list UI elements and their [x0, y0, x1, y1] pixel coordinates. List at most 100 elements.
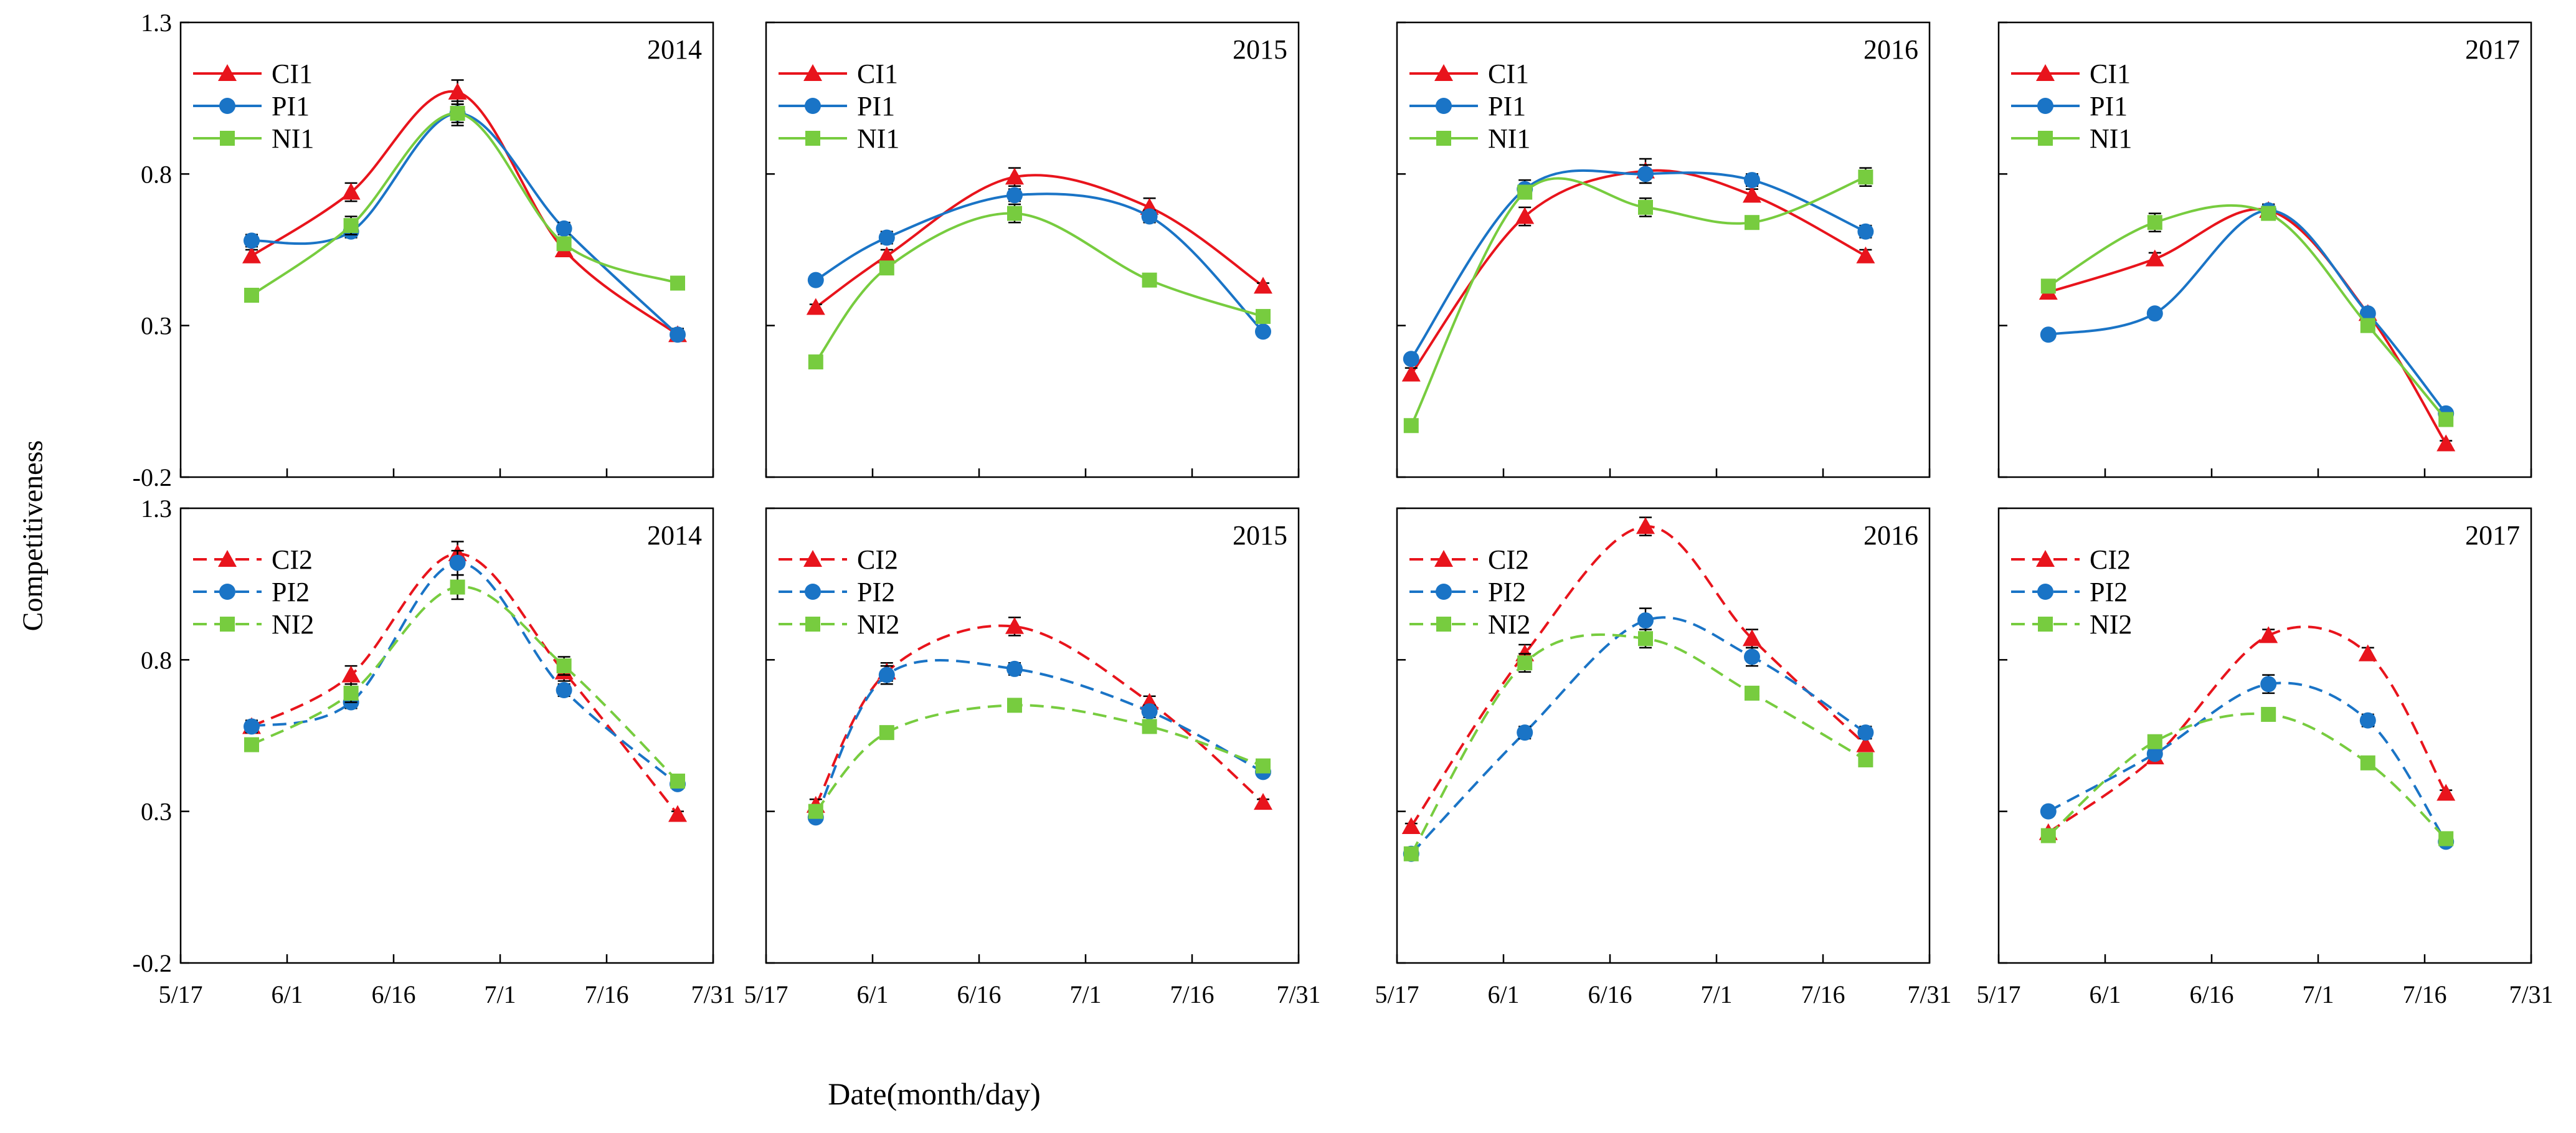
y-tick-label: 1.3 — [141, 9, 172, 37]
x-tick-label: 5/17 — [158, 980, 202, 1008]
data-point-PI2 — [1517, 724, 1533, 741]
panel-title: 2017 — [2465, 34, 2520, 65]
data-point-PI1 — [878, 229, 895, 246]
series-line-CI2 — [2047, 625, 2447, 834]
y-tick-label: 1.3 — [141, 495, 172, 523]
data-point-PI1 — [1141, 208, 1158, 225]
x-tick-label: 7/16 — [1170, 980, 1214, 1008]
legend-marker-NI2 — [2038, 617, 2053, 632]
legend-marker-CI1 — [1434, 64, 1453, 81]
y-tick-label: 0.3 — [141, 798, 172, 826]
legend-label: NI2 — [272, 609, 314, 640]
data-point-PI2 — [449, 554, 466, 571]
panel-title: 2016 — [1863, 34, 1918, 65]
legend-label: NI2 — [1488, 609, 1530, 640]
series-line-PI1 — [815, 192, 1264, 333]
legend-marker-PI2 — [1436, 584, 1452, 600]
data-point-PI1 — [2040, 326, 2057, 343]
series-line-PI2 — [1410, 616, 1867, 855]
legend-marker-PI2 — [219, 584, 235, 600]
data-point-CI2 — [1636, 517, 1655, 534]
data-point-NI2 — [2360, 755, 2375, 770]
x-tick-label: 6/16 — [371, 980, 415, 1008]
legend-label: PI2 — [272, 577, 310, 607]
data-point-CI2 — [668, 805, 687, 822]
series-PI1 — [1403, 164, 1874, 367]
legend-marker-PI1 — [219, 98, 235, 114]
plot-frame — [765, 507, 1300, 964]
series-line-PI1 — [251, 111, 679, 336]
series-line-NI2 — [815, 704, 1264, 813]
series-CI2 — [2039, 625, 2456, 840]
data-point-CI2 — [1401, 817, 1421, 834]
series-line-CI2 — [251, 552, 679, 815]
legend-marker-NI1 — [2038, 131, 2053, 146]
legend-label: PI2 — [857, 577, 895, 607]
x-tick-label: 6/1 — [271, 980, 303, 1008]
data-point-PI2 — [1744, 648, 1760, 665]
series-line-PI2 — [2047, 681, 2447, 843]
series-line-PI2 — [815, 659, 1264, 818]
legend-marker-PI1 — [805, 98, 821, 114]
legend-label: PI1 — [2090, 91, 2128, 121]
data-point-NI1 — [244, 288, 259, 303]
data-point-NI1 — [1142, 272, 1157, 288]
data-point-NI1 — [2438, 412, 2454, 427]
x-tick-label: 6/1 — [1487, 980, 1519, 1008]
panel-title: 2015 — [1233, 34, 1287, 65]
legend-label: CI1 — [272, 59, 313, 89]
legend-label: PI2 — [2090, 577, 2128, 607]
series-CI2 — [806, 616, 1272, 813]
legend-marker-CI1 — [2036, 64, 2055, 81]
panel-title: 2014 — [647, 34, 702, 65]
data-point-NI1 — [879, 260, 894, 276]
x-tick-label: 6/16 — [957, 980, 1001, 1008]
data-point-PI1 — [1255, 323, 1271, 340]
legend-marker-NI1 — [805, 131, 820, 146]
data-point-NI2 — [343, 685, 359, 701]
data-point-CI1 — [877, 246, 896, 263]
data-point-CI1 — [2145, 249, 2164, 267]
panel-title: 2016 — [1863, 520, 1918, 551]
legend-marker-PI2 — [2037, 584, 2053, 600]
legend-label: PI1 — [272, 91, 310, 121]
data-point-NI2 — [1403, 846, 1419, 861]
data-point-NI2 — [808, 804, 823, 819]
series-line-NI1 — [2047, 204, 2447, 420]
x-tick-label: 6/1 — [856, 980, 888, 1008]
data-point-NI1 — [1403, 418, 1419, 434]
legend-marker-NI2 — [220, 617, 235, 632]
data-point-NI2 — [1517, 655, 1533, 671]
x-tick-label: 5/17 — [744, 980, 788, 1008]
series-CI1 — [2039, 201, 2456, 452]
series-NI2 — [808, 698, 1271, 819]
legend-marker-NI2 — [805, 617, 820, 632]
plot-frame — [179, 507, 714, 964]
plot-frame — [1396, 21, 1931, 478]
data-point-PI1 — [556, 220, 572, 237]
data-point-CI1 — [242, 246, 261, 263]
legend-label: NI1 — [2090, 123, 2132, 154]
x-tick-label: 7/31 — [1907, 980, 1951, 1008]
series-line-PI1 — [1410, 169, 1867, 360]
data-point-CI2 — [1856, 735, 1875, 752]
data-point-NI2 — [1638, 631, 1653, 647]
data-point-CI2 — [2436, 784, 2456, 801]
legend-label: CI2 — [272, 544, 313, 575]
data-point-PI2 — [1006, 660, 1023, 677]
x-tick-label: 7/1 — [1700, 980, 1732, 1008]
panel-2014-row-2: 1.3 0.8 0.3 -0.2 5/17 6/1 6/16 7/1 7/16 7/31 2014 C… — [133, 495, 736, 1008]
legend-label: CI1 — [1488, 59, 1529, 89]
x-tick-label: 5/17 — [1976, 980, 2020, 1008]
y-axis-label: Competitiveness — [16, 440, 49, 632]
legend-marker-CI2 — [218, 550, 237, 567]
data-point-CI1 — [1856, 246, 1875, 263]
data-point-NI1 — [2040, 278, 2056, 294]
legend-label: NI1 — [272, 123, 314, 154]
legend-label: NI2 — [857, 609, 899, 640]
x-tick-label: 7/16 — [584, 980, 628, 1008]
